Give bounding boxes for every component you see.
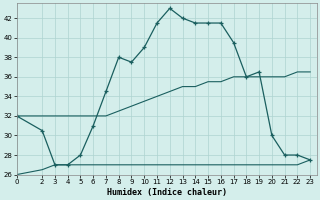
X-axis label: Humidex (Indice chaleur): Humidex (Indice chaleur) [107,188,227,197]
